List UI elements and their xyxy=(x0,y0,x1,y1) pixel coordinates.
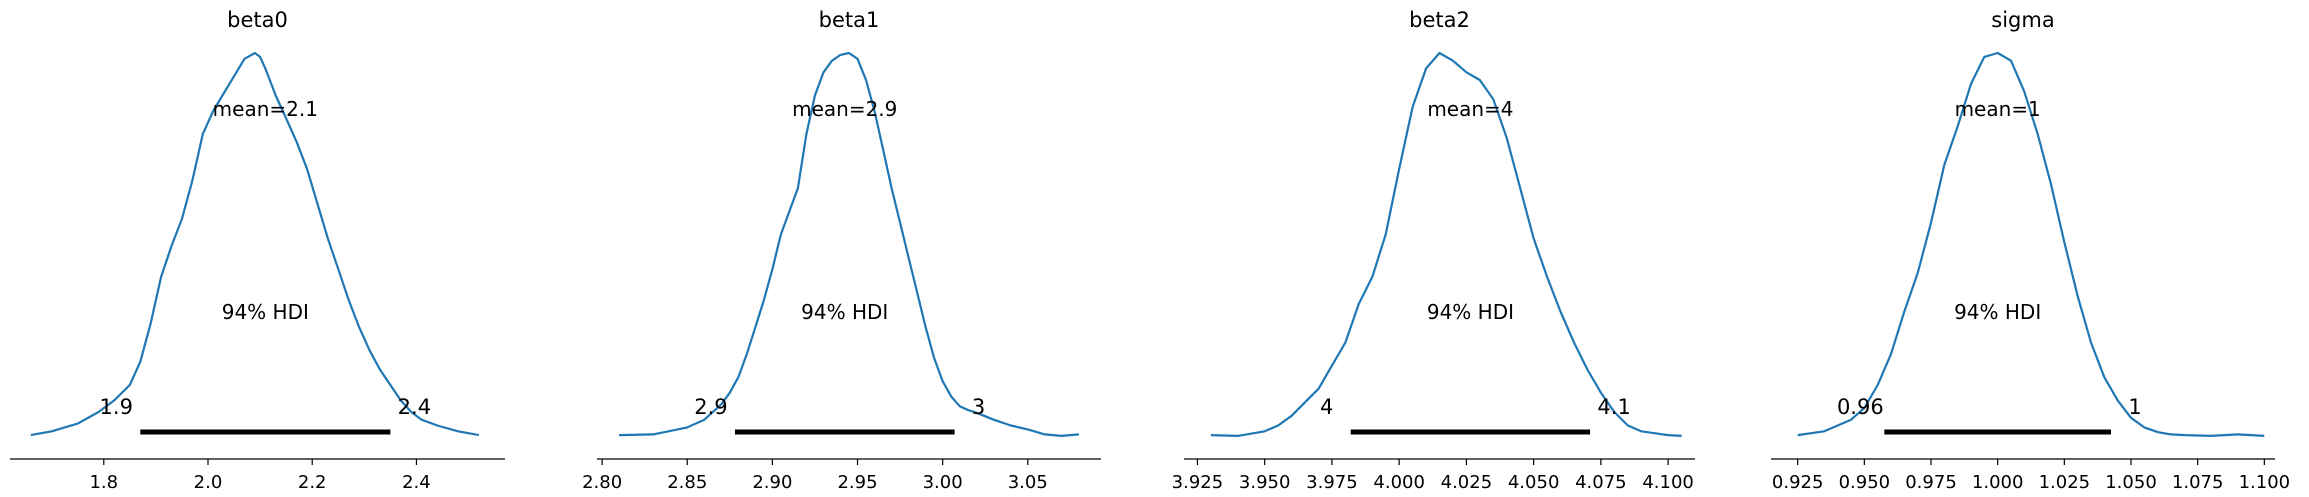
x-tick-label: 2.0 xyxy=(194,472,223,493)
x-tick-label: 2.85 xyxy=(667,472,707,493)
x-tick-label: 1.050 xyxy=(2105,472,2157,493)
panel-title: beta0 xyxy=(227,8,288,32)
hdi-low-label: 4 xyxy=(1320,395,1333,419)
x-tick-label: 4.025 xyxy=(1441,472,1493,493)
x-tick-label: 3.925 xyxy=(1172,472,1224,493)
x-tick-label: 0.925 xyxy=(1772,472,1824,493)
x-tick-label: 4.075 xyxy=(1575,472,1627,493)
hdi-label: 94% HDI xyxy=(1954,300,2041,324)
hdi-low-label: 0.96 xyxy=(1837,395,1884,419)
x-tick-label: 4.050 xyxy=(1508,472,1560,493)
x-tick-label: 3.950 xyxy=(1239,472,1291,493)
mean-label: mean=1 xyxy=(1955,97,2041,121)
x-tick-label: 4.000 xyxy=(1373,472,1425,493)
x-tick-label: 2.95 xyxy=(837,472,877,493)
hdi-label: 94% HDI xyxy=(801,300,888,324)
density-curve xyxy=(1210,51,1682,437)
density-curve xyxy=(1797,51,2265,437)
hdi-high-label: 1 xyxy=(2128,395,2141,419)
x-tick-label: 0.975 xyxy=(1905,472,1957,493)
hdi-label: 94% HDI xyxy=(1427,300,1514,324)
density-curve xyxy=(619,51,1079,437)
x-tick-label: 1.100 xyxy=(2239,472,2291,493)
panel-beta2: beta2 mean=4 94% HDI 4 4.1 3.925 3.950 3.975 4.0… xyxy=(1172,8,1695,493)
panel-beta1: beta1 mean=2.9 94% HDI 2.9 3 2.80 2.85 2.90 2.95… xyxy=(582,8,1101,493)
x-tick-label: 1.075 xyxy=(2172,472,2224,493)
x-tick-label: 1.025 xyxy=(2039,472,2091,493)
x-tick-label: 2.2 xyxy=(298,472,327,493)
x-tick-label: 3.05 xyxy=(1008,472,1048,493)
panel-sigma: sigma mean=1 94% HDI 0.96 1 0.925 0.950 0.975 1.… xyxy=(1771,8,2290,493)
mean-label: mean=2.9 xyxy=(792,97,897,121)
hdi-high-label: 3 xyxy=(972,395,985,419)
x-tick-label: 4.100 xyxy=(1642,472,1694,493)
panel-title: beta2 xyxy=(1409,8,1470,32)
hdi-high-label: 2.4 xyxy=(398,395,431,419)
hdi-low-label: 1.9 xyxy=(100,395,133,419)
panel-title: sigma xyxy=(1991,8,2054,32)
x-tick-label: 2.80 xyxy=(582,472,622,493)
x-tick-label: 1.8 xyxy=(89,472,118,493)
panel-title: beta1 xyxy=(819,8,880,32)
x-tick-label: 0.950 xyxy=(1839,472,1891,493)
density-curve xyxy=(30,51,480,437)
mean-label: mean=2.1 xyxy=(213,97,318,121)
x-tick-label: 2.90 xyxy=(752,472,792,493)
hdi-high-label: 4.1 xyxy=(1597,395,1630,419)
panel-beta0: beta0 mean=2.1 94% HDI 1.9 2.4 1.8 2.0 2.2 2.4 xyxy=(10,8,505,493)
mean-label: mean=4 xyxy=(1427,97,1513,121)
x-tick-label: 3.00 xyxy=(923,472,963,493)
x-tick-label: 1.000 xyxy=(1972,472,2024,493)
x-tick-label: 3.975 xyxy=(1306,472,1358,493)
hdi-low-label: 2.9 xyxy=(694,395,727,419)
hdi-label: 94% HDI xyxy=(222,300,309,324)
x-tick-label: 2.4 xyxy=(402,472,431,493)
